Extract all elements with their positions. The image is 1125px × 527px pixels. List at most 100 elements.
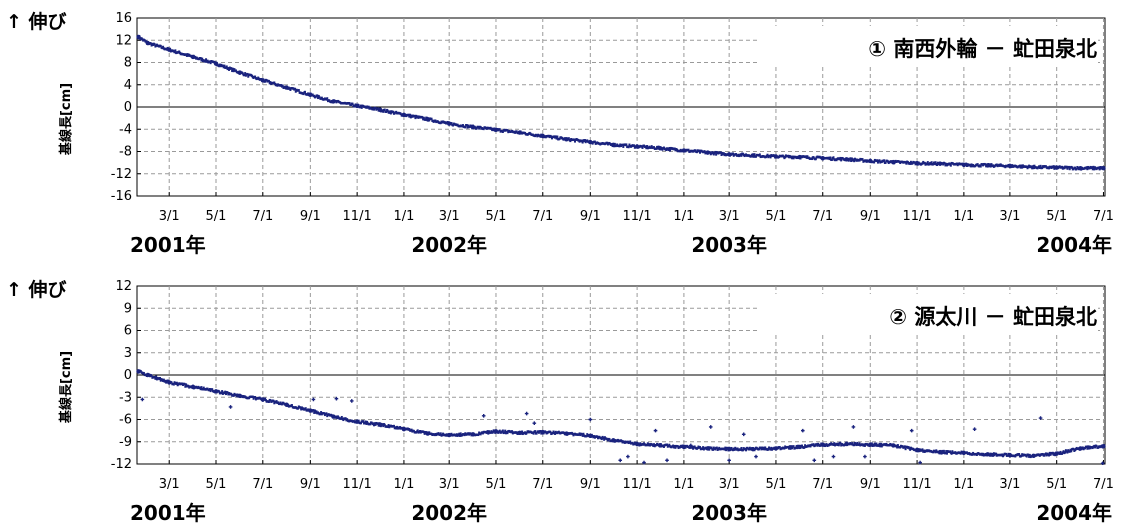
- data-point: [254, 75, 257, 78]
- x-tick-label: 3/1: [999, 209, 1020, 224]
- chart-1: 16 12 8 4 0 -4 -8 -12 -16 3/1 5/1 7/1 9/1 11/1 1/1 3/1 5…: [6, 10, 1114, 257]
- data-point: [1087, 445, 1090, 448]
- data-point: [646, 145, 649, 148]
- data-point: [988, 164, 991, 168]
- data-point: [669, 149, 672, 152]
- data-point: [469, 432, 472, 435]
- y-tick-label: -4: [119, 122, 132, 137]
- x-tick-label: 1/1: [673, 209, 694, 224]
- y-tick-label: -16: [111, 189, 132, 204]
- data-point: [667, 148, 670, 152]
- data-point: [712, 151, 715, 155]
- data-point: [1094, 446, 1097, 449]
- data-point: [959, 452, 962, 455]
- data-point: [975, 453, 978, 457]
- data-point: [357, 104, 360, 107]
- data-point: [656, 147, 659, 150]
- data-point: [875, 442, 878, 445]
- data-point: [668, 443, 671, 447]
- data-point: [516, 432, 519, 435]
- data-point: [926, 162, 929, 166]
- data-point: [635, 441, 638, 445]
- data-point: [652, 443, 655, 446]
- data-point: [760, 447, 763, 451]
- data-point: [224, 390, 227, 394]
- data-point: [532, 432, 535, 435]
- data-point: [662, 445, 665, 448]
- data-point: [844, 442, 847, 446]
- data-point: [231, 67, 234, 71]
- data-point: [913, 161, 916, 164]
- data-point: [285, 85, 288, 89]
- data-point: [312, 409, 315, 412]
- data-point: [185, 54, 188, 57]
- data-point: [710, 446, 713, 449]
- x-tick-label: 5/1: [765, 477, 786, 492]
- data-point: [674, 446, 677, 449]
- data-point: [450, 432, 453, 436]
- data-point: [1093, 167, 1096, 171]
- data-point: [1099, 166, 1102, 169]
- data-point: [878, 442, 881, 446]
- data-point: [1086, 447, 1089, 450]
- data-point: [1018, 164, 1021, 167]
- data-point: [795, 444, 798, 448]
- data-point: [1054, 453, 1057, 457]
- data-point: [585, 434, 588, 438]
- data-point: [850, 157, 853, 160]
- data-point: [945, 452, 948, 455]
- x-tick-label: 7/1: [532, 477, 553, 492]
- data-point: [1008, 163, 1011, 167]
- data-point: [899, 446, 902, 449]
- data-point: [374, 106, 377, 110]
- data-point: [911, 162, 914, 165]
- data-point: [695, 150, 698, 154]
- outlier-point: [689, 443, 693, 448]
- data-point: [783, 447, 786, 450]
- data-point: [805, 156, 808, 159]
- data-point: [194, 55, 197, 59]
- data-point: [159, 377, 162, 380]
- data-point: [488, 430, 491, 433]
- data-point: [639, 442, 642, 445]
- data-point: [995, 452, 998, 456]
- data-point: [554, 432, 557, 435]
- data-point: [204, 60, 207, 63]
- data-point: [699, 151, 702, 154]
- data-point: [708, 151, 711, 154]
- data-point: [720, 153, 723, 156]
- outlier-point: [754, 454, 758, 459]
- data-point: [494, 431, 497, 434]
- data-point: [886, 160, 889, 163]
- data-point: [302, 92, 305, 96]
- data-point: [275, 400, 278, 403]
- data-point: [873, 161, 876, 164]
- data-point: [950, 452, 953, 455]
- x-tick-label: 1/1: [953, 477, 974, 492]
- data-point: [706, 447, 709, 451]
- data-point: [586, 433, 589, 436]
- data-point: [739, 448, 742, 451]
- data-point: [655, 147, 658, 150]
- data-point: [340, 415, 343, 419]
- data-point: [874, 444, 877, 447]
- data-point: [536, 134, 539, 138]
- data-point: [1101, 166, 1104, 169]
- data-point: [174, 49, 177, 52]
- data-point: [880, 442, 883, 446]
- outlier-point: [665, 458, 669, 463]
- data-point: [199, 57, 202, 60]
- data-point: [735, 153, 738, 156]
- data-point: [726, 446, 729, 450]
- data-point: [150, 374, 153, 377]
- data-point: [725, 448, 728, 452]
- chart-2: 12 9 6 3 0 -3 -6 -9 -12 3/1 5/1 7/1 9/1 11/1 1/1 3/1 5/1…: [6, 278, 1114, 525]
- data-point: [165, 381, 168, 384]
- y-tick-label: -3: [119, 390, 132, 405]
- data-point: [300, 406, 303, 409]
- data-point: [861, 158, 864, 161]
- data-point: [498, 429, 501, 433]
- data-point: [884, 161, 887, 164]
- data-point: [463, 433, 466, 437]
- data-point: [539, 430, 542, 433]
